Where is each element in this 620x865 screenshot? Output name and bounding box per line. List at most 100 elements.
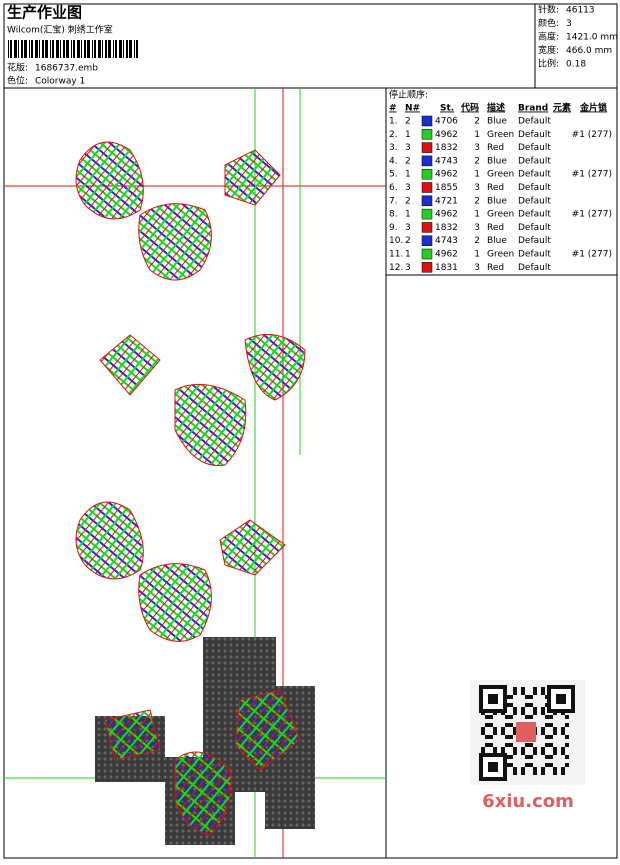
stitches: 4962: [435, 130, 458, 140]
qr-cell: [553, 727, 557, 731]
stitches: 1832: [435, 143, 458, 153]
qr-cell: [525, 703, 529, 707]
qr-cell: [493, 727, 497, 731]
qr-cell: [533, 711, 537, 715]
qr-cell: [529, 695, 533, 699]
watermark: 6xiu.com: [482, 791, 574, 812]
swatch: [421, 182, 433, 193]
qr-cell: [529, 715, 533, 719]
description: Red: [487, 183, 504, 193]
qr-cell: [489, 723, 493, 727]
qr-cell: [509, 723, 513, 727]
qr-cell: [541, 707, 545, 711]
bar: [92, 40, 93, 58]
qr-cell: [525, 763, 529, 767]
qr-cell: [533, 691, 537, 695]
qr-cell: [565, 723, 569, 727]
stitches: 4962: [435, 250, 458, 260]
brand: Default: [518, 223, 551, 233]
swatch: [421, 208, 433, 220]
info-label: 宽度:: [538, 44, 559, 56]
qr-cell: [545, 755, 549, 759]
motifs: [104, 689, 301, 836]
bar: [29, 40, 30, 58]
row-no: 3.: [389, 143, 398, 153]
qr-cell: [529, 743, 533, 747]
bar: [60, 40, 61, 58]
qr-cell: [533, 687, 537, 691]
stitches: 1831: [435, 263, 458, 273]
swatch: [421, 168, 433, 180]
qr-cell: [561, 727, 565, 731]
qr-cell: [565, 763, 569, 767]
brand: Default: [518, 183, 551, 193]
stitches: 4743: [435, 156, 458, 166]
description: Green: [487, 210, 514, 220]
bar: [35, 40, 38, 58]
qr-cell: [549, 715, 553, 719]
qr-cell: [513, 751, 517, 755]
swatch: [421, 195, 433, 207]
qr-cell: [501, 747, 505, 751]
qr-cell: [505, 723, 509, 727]
row-no: 8.: [389, 210, 398, 220]
sequin: #1 (277): [572, 170, 612, 180]
bar: [14, 40, 17, 58]
colorway-label: 色位:: [7, 75, 28, 87]
barcode: [8, 40, 138, 58]
qr-cell: [525, 755, 529, 759]
code: 2: [474, 196, 480, 206]
code: 3: [474, 223, 480, 233]
needle: 2: [405, 156, 411, 166]
qr-cell: [493, 747, 497, 751]
bar: [39, 40, 40, 58]
swatch: [421, 262, 433, 273]
colorway: Colorway 1: [35, 77, 85, 87]
qr-cell: [533, 767, 537, 771]
qr-cell: [561, 747, 565, 751]
qr-cell: [521, 711, 525, 715]
row-no: 12.: [389, 263, 403, 273]
brand: Default: [518, 156, 551, 166]
needle: 1: [405, 130, 411, 140]
description: Blue: [487, 156, 507, 166]
row-no: 1.: [389, 117, 398, 127]
brand: Default: [518, 210, 551, 220]
qr-cell: [525, 715, 529, 719]
qr-cell: [481, 731, 485, 735]
column-header: 金片锁: [579, 102, 607, 114]
qr-cell: [513, 771, 517, 775]
code: 1: [474, 130, 480, 140]
qr-cell: [513, 767, 517, 771]
qr-cell: [525, 743, 529, 747]
design-preview: [4, 88, 386, 858]
description: Blue: [487, 117, 507, 127]
qr-cell: [521, 691, 525, 695]
column-header: Brand: [518, 104, 548, 114]
qr-cell: [521, 687, 525, 691]
info-value: 3: [566, 19, 572, 29]
row-no: 5.: [389, 170, 398, 180]
stitches: 4721: [435, 196, 458, 206]
bar: [24, 40, 27, 58]
qr-cell: [549, 735, 553, 739]
qr-cell: [541, 687, 545, 691]
description: Red: [487, 223, 504, 233]
qr-cell: [481, 727, 485, 731]
table-title: 停止顺序:: [389, 89, 428, 101]
bar: [126, 40, 128, 58]
qr-cell: [533, 747, 537, 751]
qr-cell: [513, 731, 517, 735]
description: Green: [487, 250, 514, 260]
qr-cell: [509, 703, 513, 707]
qr-cell: [545, 743, 549, 747]
qr-cell: [565, 755, 569, 759]
qr-cell: [509, 755, 513, 759]
qr-cell: [521, 707, 525, 711]
bar: [10, 40, 12, 58]
qr-cell: [505, 735, 509, 739]
bar: [115, 40, 117, 58]
sequin: #1 (277): [572, 210, 612, 220]
qr-cell: [521, 751, 525, 755]
